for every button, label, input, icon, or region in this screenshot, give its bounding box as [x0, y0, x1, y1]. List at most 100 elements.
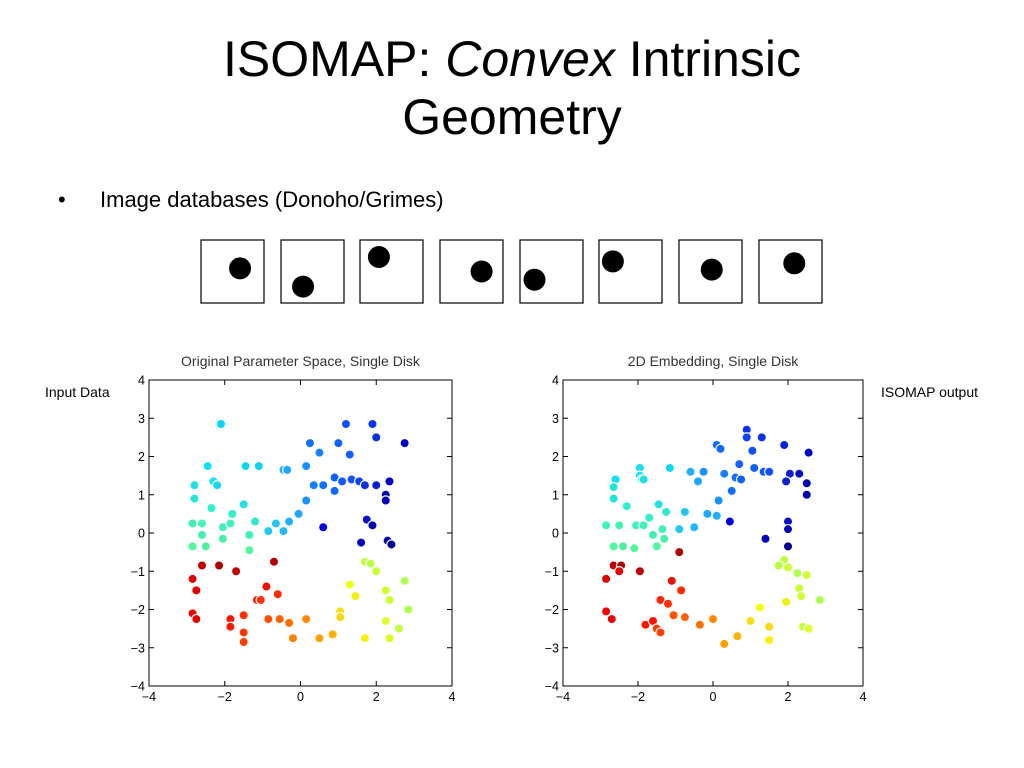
disk-icon	[700, 258, 723, 281]
y-tick-label: 2	[138, 450, 145, 464]
data-point	[606, 613, 617, 625]
disk-icon	[601, 250, 624, 273]
data-point	[384, 632, 395, 644]
data-point	[782, 541, 794, 552]
data-point	[263, 613, 274, 625]
y-tick-label: 3	[138, 412, 145, 426]
data-point	[662, 598, 674, 609]
data-point	[244, 545, 255, 556]
data-point	[380, 585, 391, 596]
data-point	[747, 445, 758, 456]
data-point	[608, 481, 619, 493]
disk-icon	[523, 268, 546, 291]
thumbnail-7	[678, 239, 743, 304]
data-point	[384, 476, 395, 487]
data-point	[187, 573, 198, 585]
data-point	[719, 638, 730, 650]
data-point	[764, 621, 775, 632]
data-point	[782, 562, 794, 573]
data-point	[318, 522, 329, 533]
data-point	[634, 566, 646, 577]
data-point	[274, 613, 285, 625]
data-point	[792, 567, 803, 579]
data-point	[238, 610, 249, 621]
data-point	[741, 432, 752, 443]
bullet-item: • Image databases (Donoho/Grimes)	[58, 186, 444, 214]
data-point	[287, 632, 299, 644]
data-point	[270, 518, 282, 529]
data-point	[734, 458, 745, 470]
data-point	[336, 476, 348, 487]
data-point	[255, 594, 266, 606]
x-tick-label: 2	[373, 690, 380, 704]
data-point	[600, 573, 612, 585]
data-point	[745, 615, 756, 627]
data-point	[380, 615, 391, 627]
data-point	[692, 476, 704, 487]
data-point	[801, 489, 812, 500]
data-point	[300, 613, 312, 625]
data-point	[344, 449, 355, 460]
data-point	[794, 468, 805, 479]
data-point	[614, 566, 625, 577]
data-point	[403, 604, 414, 615]
data-point	[196, 529, 208, 541]
disk-icon	[783, 252, 806, 275]
title-line-2: Geometry	[402, 89, 622, 145]
data-point	[674, 546, 685, 558]
y-tick-label: 0	[552, 527, 559, 541]
y-tick-label: −2	[545, 603, 559, 617]
data-point	[638, 520, 649, 531]
data-point	[600, 520, 612, 531]
thumbnail-6	[598, 239, 663, 304]
data-point	[660, 506, 672, 518]
data-point	[760, 533, 771, 544]
data-point	[713, 495, 724, 506]
y-tick-label: 2	[552, 450, 559, 464]
data-point	[355, 537, 367, 548]
y-tick-label: −3	[131, 641, 145, 655]
thumbnail-frame	[280, 239, 345, 304]
data-point	[211, 479, 223, 491]
data-point	[675, 585, 687, 596]
data-point	[215, 418, 227, 430]
data-point	[191, 613, 202, 625]
y-tick-label: −1	[131, 565, 145, 579]
data-point	[749, 462, 760, 474]
y-tick-label: 3	[552, 412, 559, 426]
data-point	[715, 443, 726, 455]
data-point	[340, 418, 352, 430]
disk-icon	[470, 260, 493, 283]
y-tick-label: 1	[552, 488, 559, 502]
data-point	[333, 437, 344, 449]
data-point	[801, 478, 812, 489]
data-point	[249, 516, 261, 527]
plot-frame	[562, 379, 864, 687]
data-point	[679, 506, 691, 518]
title-text-start: ISOMAP:	[223, 31, 446, 87]
data-point	[608, 541, 619, 552]
data-point	[694, 619, 706, 631]
data-point	[225, 518, 236, 529]
data-point	[754, 602, 766, 613]
data-point	[764, 634, 775, 646]
data-point	[651, 541, 662, 552]
data-point	[803, 447, 814, 458]
data-point	[371, 479, 382, 491]
data-point	[213, 560, 225, 571]
data-point	[225, 621, 236, 632]
data-point	[719, 468, 730, 479]
data-point	[689, 522, 700, 533]
bullet-text: Image databases (Donoho/Grimes)	[100, 187, 444, 212]
data-point	[773, 560, 784, 571]
data-point	[200, 541, 212, 552]
data-point	[707, 613, 719, 625]
data-point	[367, 418, 378, 430]
data-point	[327, 629, 338, 640]
x-tick-label: −4	[556, 690, 570, 704]
x-tick-label: 0	[297, 690, 304, 704]
thumbnail-4	[439, 239, 504, 304]
data-point	[685, 466, 696, 477]
data-point	[263, 525, 274, 537]
